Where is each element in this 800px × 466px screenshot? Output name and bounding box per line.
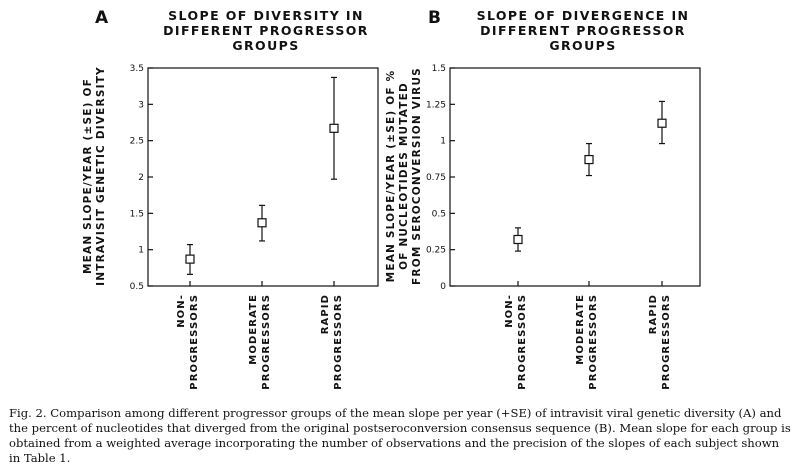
y-tick-label: 1.5 (130, 209, 144, 219)
chart-title-line: GROUPS (549, 38, 616, 53)
category-label-line: MODERATE (575, 294, 586, 365)
y-tick-label: 0.25 (426, 246, 446, 256)
y-axis-label-line: MEAN SLOPE/YEAR (±SE) OF (82, 78, 94, 274)
y-axis-label-line: FROM SEROCONVERSION VIRUS (411, 67, 423, 285)
data-point (329, 123, 339, 133)
chart-title-line: SLOPE OF DIVERSITY IN (168, 8, 364, 23)
y-tick-label: 1 (440, 137, 446, 147)
y-tick-label: 2.5 (130, 137, 144, 147)
category-label-line: PROGRESSORS (333, 294, 344, 390)
category-label-line: PROGRESSORS (661, 294, 672, 390)
data-point (584, 154, 594, 165)
panel-letter: A (95, 8, 109, 28)
y-axis-label-line: OF NUCLEOTIDES MUTATED (398, 82, 410, 270)
y-tick-label: 1.5 (432, 64, 446, 74)
category-label-line: PROGRESSORS (588, 294, 599, 390)
y-tick-label: 1.25 (426, 100, 446, 110)
y-tick-label: 2 (138, 173, 144, 183)
category-label-line: PROGRESSORS (261, 294, 272, 390)
category-label-line: PROGRESSORS (189, 294, 200, 390)
chart-title-line: SLOPE OF DIVERGENCE IN (477, 8, 690, 23)
y-tick-label: 0.5 (130, 282, 144, 292)
category-label-line: NON- (504, 294, 515, 328)
category-label-line: RAPID (320, 294, 331, 334)
y-tick-label: 3 (138, 100, 144, 110)
caption-label: Fig. 2. (9, 406, 47, 420)
y-axis-label-line: MEAN SLOPE/YEAR (±SE) OF % (385, 70, 397, 283)
plot-frame (147, 67, 379, 287)
category-label-line: PROGRESSORS (517, 294, 528, 390)
data-point (257, 218, 267, 228)
chart-title-line: GROUPS (232, 38, 299, 53)
y-tick-label: 0 (440, 282, 446, 292)
y-axis-label-line: INTRAVISIT GENETIC DIVERSITY (95, 66, 107, 286)
category-label-line: NON- (176, 294, 187, 328)
caption-text: Comparison among different progressor gr… (9, 406, 791, 465)
panel-letter: B (428, 8, 441, 28)
data-point (657, 118, 667, 128)
y-tick-label: 0.5 (432, 209, 446, 219)
plot-frame (449, 67, 701, 287)
data-point (513, 234, 523, 245)
y-tick-label: 1 (138, 246, 144, 256)
figure-caption: Fig. 2. Comparison among different progr… (9, 406, 793, 466)
category-label-line: MODERATE (248, 294, 259, 365)
data-point (185, 254, 195, 264)
category-label-line: RAPID (648, 294, 659, 334)
y-tick-label: 3.5 (130, 64, 144, 74)
chart-title-line: DIFFERENT PROGRESSOR (163, 23, 369, 38)
y-tick-label: 0.75 (426, 173, 446, 183)
chart-title-line: DIFFERENT PROGRESSOR (480, 23, 686, 38)
